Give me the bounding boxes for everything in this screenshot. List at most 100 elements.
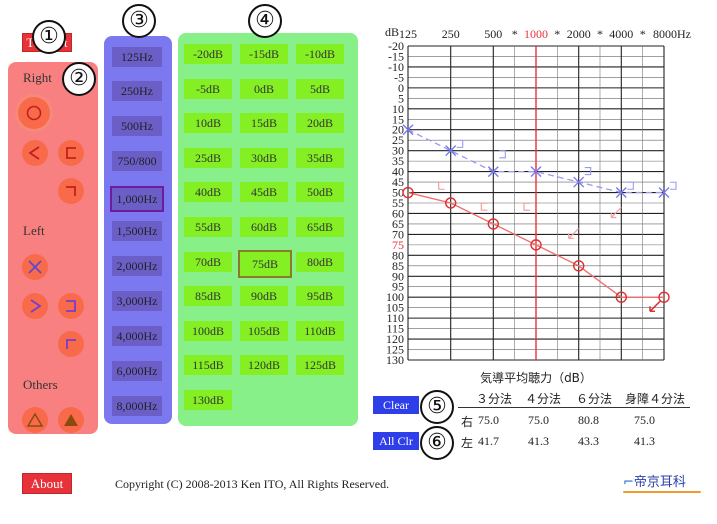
db-button-6[interactable]: 10dB (184, 113, 232, 134)
right-lessthan-button[interactable] (22, 140, 48, 166)
marker-3: ③ (122, 4, 156, 38)
results-header-divider (458, 407, 690, 408)
freq-button-9[interactable]: 6,000Hz (112, 361, 162, 381)
right-bone-marker (480, 202, 488, 211)
db-button-4[interactable]: 0dB (240, 78, 288, 99)
db-button-25[interactable]: 105dB (240, 320, 288, 341)
freq-button-4[interactable]: 1,000Hz (110, 186, 164, 212)
db-button-19[interactable]: 75dB (238, 249, 292, 278)
y-tick-label: 60 (392, 206, 404, 220)
right-ear-point (615, 291, 627, 303)
y-tick-label: 10 (392, 102, 404, 116)
less-than-icon (28, 146, 40, 160)
freq-button-2[interactable]: 500Hz (112, 116, 162, 136)
all-clear-button[interactable]: All Clr (373, 432, 419, 450)
db-button-15[interactable]: 55dB (184, 217, 232, 237)
logo-mark-icon: ⌐ (623, 475, 634, 490)
results-header-4: 身障４分法 (625, 392, 686, 406)
y-tick-label: 45 (392, 175, 404, 189)
results-left-sh: 41.3 (634, 434, 655, 448)
x-tick-label: * (640, 27, 646, 41)
db-button-2[interactable]: -10dB (296, 44, 344, 64)
scale-out-arrow-8k (649, 300, 661, 313)
db-button-20[interactable]: 80dB (296, 251, 344, 272)
freq-button-5[interactable]: 1,500Hz (112, 221, 162, 241)
y-tick-label: 55 (392, 196, 404, 210)
db-button-1[interactable]: -15dB (240, 44, 288, 64)
db-button-7[interactable]: 15dB (240, 113, 288, 134)
db-button-11[interactable]: 35dB (296, 147, 344, 168)
y-tick-label: 50 (392, 186, 404, 200)
x-axis-label: 気導平均聴力（dB） (480, 370, 592, 385)
results-right-3: 75.0 (478, 413, 499, 427)
bracket-open-icon (66, 147, 76, 159)
db-button-21[interactable]: 85dB (184, 286, 232, 307)
db-button-30[interactable]: 130dB (184, 390, 232, 410)
freq-button-8[interactable]: 4,000Hz (112, 326, 162, 346)
db-button-22[interactable]: 90dB (240, 286, 288, 307)
db-button-18[interactable]: 70dB (184, 251, 232, 272)
results-left-4: 41.3 (528, 434, 549, 448)
left-bone-marker (456, 139, 464, 148)
right-bone-marker (523, 202, 530, 211)
left-ear-point (487, 166, 499, 178)
left-x-button[interactable] (22, 254, 48, 280)
freq-button-7[interactable]: 3,000Hz (112, 291, 162, 311)
marker-5: ⑤ (420, 390, 454, 424)
right-ear-line (407, 191, 664, 298)
db-button-0[interactable]: -20dB (184, 44, 232, 64)
marker-6: ⑥ (420, 426, 454, 460)
db-button-28[interactable]: 120dB (240, 355, 288, 376)
db-button-3[interactable]: -5dB (184, 78, 232, 99)
y-tick-label: -5 (394, 70, 404, 84)
db-button-12[interactable]: 40dB (184, 182, 232, 203)
right-corner-button[interactable] (58, 178, 84, 204)
freq-button-0[interactable]: 125Hz (112, 47, 162, 67)
db-button-9[interactable]: 25dB (184, 147, 232, 168)
y-tick-label: 0 (398, 81, 404, 95)
right-ear-point (572, 260, 585, 272)
db-button-10[interactable]: 30dB (240, 147, 288, 168)
db-button-16[interactable]: 60dB (240, 217, 288, 237)
clear-button[interactable]: Clear (373, 396, 419, 414)
y-tick-label: 25 (392, 133, 404, 147)
db-button-26[interactable]: 110dB (296, 320, 344, 341)
audiogram-chart[interactable]: -20-15-10-505101520253035404550556065707… (360, 20, 712, 392)
db-button-17[interactable]: 65dB (296, 217, 344, 237)
x-tick-label: 1000 (524, 27, 548, 41)
db-button-27[interactable]: 115dB (184, 355, 232, 376)
y-tick-label: 120 (386, 332, 404, 346)
x-tick-label: 2000 (567, 27, 591, 41)
y-tick-label: 80 (392, 248, 404, 262)
left-bracket-button[interactable] (58, 293, 84, 319)
db-button-5[interactable]: 5dB (296, 78, 344, 99)
db-button-24[interactable]: 100dB (184, 320, 232, 341)
about-button[interactable]: About (22, 473, 72, 494)
right-ear-point (444, 197, 457, 209)
db-button-14[interactable]: 50dB (296, 182, 344, 203)
db-button-13[interactable]: 45dB (240, 182, 288, 203)
left-bone-marker (670, 181, 677, 190)
db-button-29[interactable]: 125dB (296, 355, 344, 376)
right-bracket-button[interactable] (58, 140, 84, 166)
db-button-8[interactable]: 20dB (296, 113, 344, 134)
scale-out-arrow (568, 227, 580, 239)
right-circle-button[interactable] (18, 97, 50, 129)
greater-than-icon (30, 299, 42, 313)
others-triangle-outline-button[interactable] (22, 407, 48, 433)
left-corner-button[interactable] (58, 331, 84, 357)
y-tick-label: 5 (398, 91, 404, 105)
freq-button-6[interactable]: 2,000Hz (112, 256, 162, 276)
right-ear-point (487, 218, 500, 230)
left-greaterthan-button[interactable] (22, 293, 48, 319)
freq-button-10[interactable]: 8,000Hz (112, 396, 162, 416)
triangle-filled-icon (64, 414, 78, 426)
freq-button-1[interactable]: 250Hz (112, 81, 162, 101)
clinic-logo: ⌐帝京耳科 (623, 471, 701, 493)
db-button-23[interactable]: 95dB (296, 286, 344, 307)
y-tick-label: 100 (386, 290, 404, 304)
x-tick-label: * (597, 27, 603, 41)
corner-icon (66, 186, 76, 196)
others-triangle-filled-button[interactable] (58, 407, 84, 433)
freq-button-3[interactable]: 750/800 (112, 151, 162, 171)
